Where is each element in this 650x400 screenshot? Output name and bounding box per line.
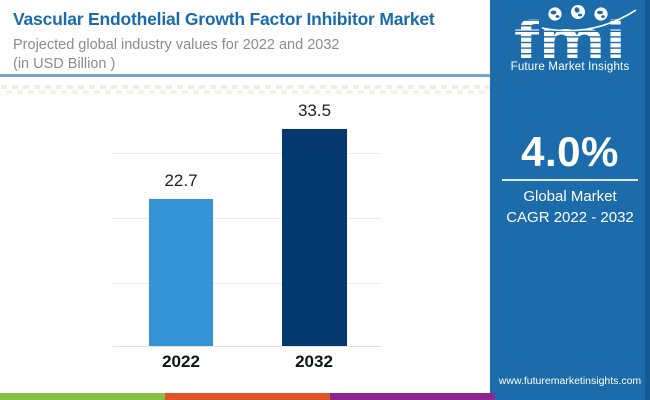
bar-2022 [149,199,213,346]
footer-stripe-purple [330,393,495,400]
sidebar-panel: fmi Future Market Insights 4.0% Global M… [490,0,650,400]
gridline-30 [113,153,381,154]
gridline-20 [113,218,381,219]
footer-stripe-orange [165,393,330,400]
footer-stripe-green [0,393,165,400]
globe-icon [594,7,608,21]
bar-chart: 22.7 33.5 2022 2032 [113,101,381,371]
fmi-wordmark: fmi [514,10,626,62]
subtitle-line-1: Projected global industry values for 202… [13,37,340,53]
fmi-logo-graphic: fmi [514,5,637,70]
fmi-logo: fmi [500,4,640,70]
orbit-arc [541,9,637,32]
cagr-label-line-2: CAGR 2022 - 2032 [506,209,634,226]
bar-2032 [282,129,347,346]
cagr-label: Global Market CAGR 2022 - 2032 [490,186,650,228]
logo-tagline: Future Market Insights [510,61,630,73]
x-axis-baseline [113,346,381,347]
header-divider [0,74,491,77]
bar-group-2022: 22.7 [149,171,213,346]
x-axis-label-2032: 2032 [295,352,333,371]
cagr-divider [502,179,638,181]
bar-value-label: 22.7 [164,171,198,191]
cagr-value: 4.0% [521,128,619,175]
cagr-label-line-1: Global Market [523,188,617,205]
chart-subtitle: Projected global industry values for 202… [13,36,483,74]
globe-icon [548,7,562,21]
dotted-top-gridline [1,85,490,94]
sidebar-edge-shade [645,0,650,400]
x-axis-label-2022: 2022 [162,352,200,371]
website-url: www.futuremarketinsights.com [498,375,642,387]
globe-icon [571,5,585,19]
bar-value-label: 33.5 [297,101,332,121]
gridline-10 [113,283,381,284]
subtitle-line-2: (in USD Billion ) [13,56,116,72]
page-title: Vascular Endothelial Growth Factor Inhib… [13,9,435,29]
bar-group-2032: 33.5 [282,101,347,346]
